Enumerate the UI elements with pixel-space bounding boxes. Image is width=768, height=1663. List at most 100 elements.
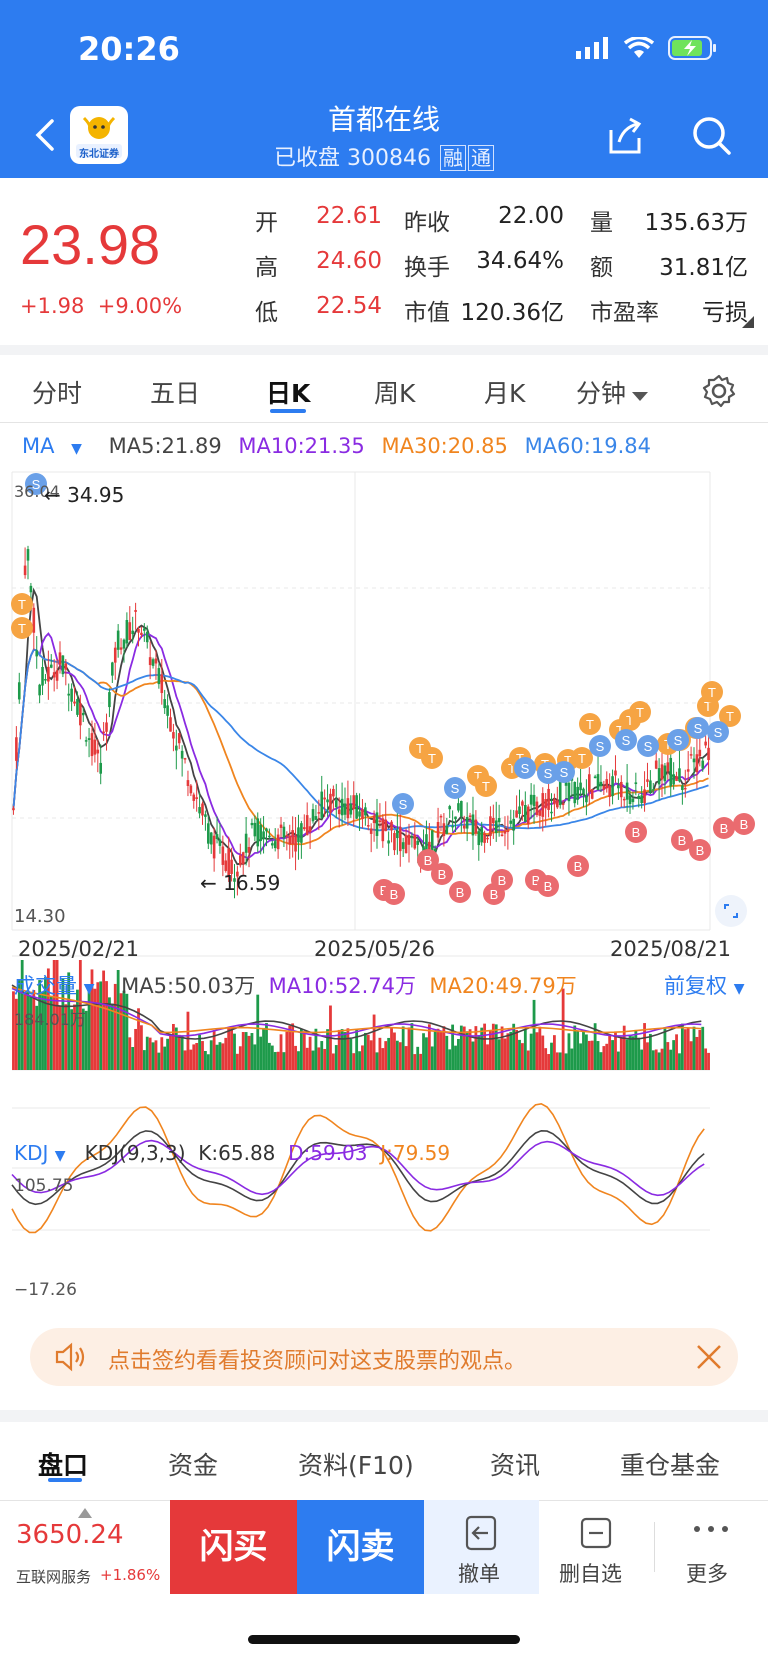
volume-bar <box>73 1004 76 1070</box>
kdj-params: KDJ(9,3,3) <box>84 1141 186 1165</box>
status-icons <box>576 36 718 60</box>
trade-marker-t-label: T <box>704 699 712 714</box>
candle-body <box>558 781 562 806</box>
kdj-k: K:65.88 <box>198 1141 276 1165</box>
tab-five-day[interactable]: 五日 <box>150 379 201 408</box>
logo-text: 东北证券 <box>79 149 119 160</box>
candle-body <box>605 779 609 789</box>
close-icon[interactable] <box>696 1344 722 1370</box>
settings-gear-icon[interactable] <box>702 374 736 408</box>
candle-body <box>625 782 629 800</box>
remove-favorite-button[interactable]: 删自选 <box>539 1500 654 1594</box>
trade-marker-t <box>579 713 601 735</box>
tab-f10[interactable]: 资料(F10) <box>298 1451 414 1480</box>
fullscreen-icon[interactable] <box>714 894 748 928</box>
trade-marker-t <box>11 593 33 615</box>
candle-body <box>681 785 684 791</box>
volume-bar <box>678 1053 681 1070</box>
caret-down-icon <box>632 392 649 401</box>
candle-body <box>355 795 358 819</box>
volume-bar <box>174 1027 178 1070</box>
kdj-j: J:79.59 <box>380 1141 451 1165</box>
candle-body <box>186 780 190 786</box>
value-prev-close: 22.00 <box>498 203 564 229</box>
candle-body <box>695 754 699 773</box>
volume-bar <box>340 1029 344 1070</box>
volume-bar <box>614 1032 617 1070</box>
more-button[interactable]: 更多 <box>654 1500 768 1594</box>
tab-minute[interactable]: 分钟 <box>576 374 649 410</box>
ma30-value: MA30:20.85 <box>381 434 508 458</box>
volume-bar <box>410 1023 414 1070</box>
more-label: 更多 <box>686 1562 728 1586</box>
candle-body <box>131 630 134 635</box>
quick-sell-button[interactable]: 闪卖 <box>297 1500 424 1594</box>
ma-selector[interactable]: MA ▼ <box>22 434 92 458</box>
candle-body <box>207 823 210 844</box>
advisor-banner[interactable]: 点击签约看看投资顾问对这支股票的观点。 <box>30 1328 738 1386</box>
tab-funds[interactable]: 资金 <box>168 1451 219 1480</box>
candle-body <box>532 794 536 807</box>
candle-body <box>678 768 681 782</box>
kdj-selector[interactable]: KDJ ▼ <box>14 1141 66 1165</box>
volume-bar <box>518 1039 521 1070</box>
volume-bar <box>570 1048 574 1070</box>
adjust-selector[interactable]: 前复权 ▼ <box>664 970 744 1000</box>
volume-bar <box>393 1032 396 1070</box>
sector-index-value[interactable]: 3650.24 <box>16 1520 124 1550</box>
cancel-order-button[interactable]: 撤单 <box>424 1500 539 1594</box>
volume-selector-label: 成交量 <box>14 974 77 998</box>
share-icon[interactable] <box>605 116 645 156</box>
ma60-line <box>12 648 709 832</box>
candle-body <box>483 833 486 843</box>
volume-bar <box>576 1030 580 1070</box>
label-turnover: 换手 <box>404 255 450 281</box>
candle-body <box>90 733 94 757</box>
candle-body <box>38 684 41 696</box>
tab-news[interactable]: 资讯 <box>490 1451 541 1480</box>
trade-marker-t-label: T <box>508 761 516 776</box>
ma-legend[interactable]: MA ▼ MA5:21.89 MA10:21.35 MA30:20.85 MA6… <box>22 434 661 458</box>
volume-legend[interactable]: 成交量 ▼ MA5:50.03万 MA10:52.74万 MA20:49.79万 <box>14 970 577 1000</box>
candle-body <box>79 703 82 726</box>
search-icon[interactable] <box>692 116 732 156</box>
candle-body <box>145 631 149 643</box>
kdj-legend[interactable]: KDJ ▼ KDJ(9,3,3) K:65.88 D:59.03 J:79.59 <box>14 1141 450 1165</box>
candle-body <box>529 794 533 805</box>
speaker-icon <box>55 1342 85 1372</box>
back-arrow-icon[interactable] <box>34 118 56 152</box>
tab-intraday[interactable]: 分时 <box>32 379 83 408</box>
volume-selector[interactable]: 成交量 ▼ <box>14 974 94 998</box>
tab-fund-holdings[interactable]: 重仓基金 <box>620 1451 721 1480</box>
candle-body <box>448 806 452 810</box>
volume-bar <box>116 970 120 1070</box>
candle-body <box>486 837 489 840</box>
tab-order-book[interactable]: 盘口 <box>38 1451 89 1480</box>
volume-bar <box>67 972 71 1070</box>
trade-marker-s-label: S <box>596 739 605 754</box>
tab-daily-k[interactable]: 日K <box>266 379 311 408</box>
label-open: 开 <box>255 210 278 236</box>
tab-weekly-k[interactable]: 周K <box>374 379 416 408</box>
trade-marker-t-label: T <box>578 751 586 766</box>
tab-monthly-k[interactable]: 月K <box>484 379 526 408</box>
volume-bar <box>177 1034 181 1070</box>
volume-bar <box>102 970 106 1070</box>
candle-body <box>122 639 126 649</box>
candle-body <box>544 799 547 809</box>
value-amount: 31.81亿 <box>659 255 748 281</box>
kline-chart[interactable]: TTTTTTTTTTTTTTTTTTTTTSSSSSSSSSSSSBBBBBBB… <box>0 468 768 1318</box>
volume-bar <box>538 1026 542 1070</box>
candle-body <box>215 834 219 840</box>
volume-bar <box>195 1042 199 1070</box>
home-indicator <box>248 1635 520 1644</box>
quick-buy-button[interactable]: 闪买 <box>170 1500 297 1594</box>
candle-body <box>337 809 341 815</box>
candle-body <box>212 835 216 859</box>
kdj-min-label: −17.26 <box>14 1280 77 1300</box>
candle-body <box>588 774 591 792</box>
volume-bar <box>346 1028 350 1070</box>
candle-body <box>416 840 420 845</box>
volume-bar <box>451 1024 455 1070</box>
volume-bar <box>125 993 129 1070</box>
